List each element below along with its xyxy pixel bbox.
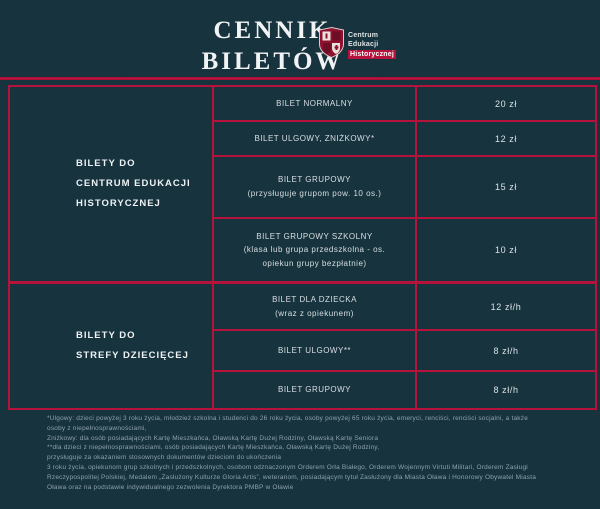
- logo-wordmark: Centrum Edukacji Historycznej: [348, 31, 397, 60]
- ticket-price-cell: 10 zł: [417, 217, 595, 281]
- ticket-price-cell: 12 zł/h: [417, 281, 595, 329]
- logo-line-2: Edukacji: [348, 41, 379, 49]
- ticket-name: BILET ULGOWY, ZNIŻKOWY*: [254, 133, 375, 143]
- footnote-line: Zniżkowy: dla osób posiadających Kartę M…: [47, 434, 379, 442]
- ticket-price-cell: 20 zł: [417, 87, 595, 120]
- section-label-line: STREFY DZIECIĘCEJ: [76, 350, 189, 361]
- title-line-1: CENNIK: [213, 17, 332, 44]
- ticket-name-cell: BILET GRUPOWY: [214, 370, 417, 408]
- ticket-price: 15 zł: [494, 182, 517, 192]
- ticket-name: BILET GRUPOWY SZKOLNY: [256, 231, 373, 241]
- ticket-name-cell: BILET ULGOWY**: [214, 329, 417, 370]
- ticket-name-cell: BILET GRUPOWY SZKOLNY (klasa lub grupa p…: [214, 217, 417, 281]
- organization-logo: Centrum Edukacji Historycznej: [319, 26, 397, 63]
- ticket-name-detail: (przysługuje grupom pow. 10 os.): [247, 189, 382, 198]
- section-label-line: HISTORYCZNEJ: [76, 197, 161, 209]
- section-label-centrum: BILETY DO CENTRUM EDUKACJI HISTORYCZNEJ: [10, 87, 214, 281]
- ticket-name-detail: (wraz z opiekunem): [275, 308, 354, 318]
- ticket-price-cell: 8 zł/h: [417, 370, 595, 408]
- ticket-price-cell: 8 zł/h: [417, 329, 595, 370]
- logo-line-1: Centrum: [348, 31, 379, 39]
- ticket-price-cell: 12 zł: [417, 120, 595, 155]
- ticket-price: 12 zł/h: [490, 301, 522, 312]
- footnote-line: 3 roku życia, opiekunom grup szkolnych i…: [47, 463, 528, 471]
- heraldic-shield-icon: [319, 26, 344, 63]
- footnote-line: Oława oraz na podstawie indywidualnego z…: [47, 483, 294, 491]
- price-table: BILETY DO CENTRUM EDUKACJI HISTORYCZNEJ …: [8, 85, 597, 410]
- footnote-line: **dla dzieci z niepełnosprawnościami, os…: [47, 444, 380, 452]
- ticket-price: 8 zł/h: [493, 385, 519, 395]
- ticket-name-cell: BILET DLA DZIECKA (wraz z opiekunem): [214, 281, 417, 329]
- ticket-price: 12 zł: [494, 133, 517, 144]
- ticket-price: 8 zł/h: [493, 345, 519, 356]
- logo-line-3: Historycznej: [348, 49, 397, 60]
- ticket-price-cell: 15 zł: [417, 155, 595, 217]
- footnote-line: Rzeczypospolitej Polskiej, Medalem „Zasł…: [47, 473, 537, 481]
- title-line-2: BILETÓW: [201, 47, 344, 75]
- section-label-line: CENTRUM EDUKACJI: [76, 178, 191, 190]
- ticket-name: BILET GRUPOWY: [277, 175, 352, 185]
- ticket-name-cell: BILET NORMALNY: [214, 87, 417, 120]
- ticket-name-detail: (klasa lub grupa przedszkolna - os.: [243, 245, 386, 255]
- footnote-line: *Ulgowy: dzieci powyżej 3 roku życia, mł…: [47, 415, 529, 422]
- section-label-strefa: BILETY DO STREFY DZIECIĘCEJ: [10, 281, 214, 408]
- ticket-price: 10 zł: [494, 245, 517, 255]
- ticket-name: BILET NORMALNY: [276, 98, 353, 108]
- section-label-line: BILETY DO: [76, 158, 136, 170]
- ticket-name-cell: BILET GRUPOWY (przysługuje grupom pow. 1…: [214, 155, 417, 217]
- ticket-name: BILET DLA DZIECKA: [272, 294, 357, 304]
- ticket-price: 20 zł: [494, 98, 517, 109]
- footnote-line: przysługuje za okazaniem stosownych doku…: [47, 454, 282, 462]
- ticket-name: BILET ULGOWY**: [277, 345, 352, 355]
- header-divider: [0, 77, 600, 80]
- ticket-name-cell: BILET ULGOWY, ZNIŻKOWY*: [214, 120, 417, 155]
- section-label-line: BILETY DO: [76, 330, 136, 342]
- footnote-line: osoby z niepełnosprawnościami,: [47, 424, 147, 432]
- footnotes: *Ulgowy: dzieci powyżej 3 roku życia, mł…: [47, 414, 577, 492]
- page-title: CENNIK BILETÓW: [0, 16, 545, 77]
- ticket-name-detail: opiekun grupy bezpłatnie): [262, 258, 367, 268]
- ticket-name: BILET GRUPOWY: [277, 385, 352, 395]
